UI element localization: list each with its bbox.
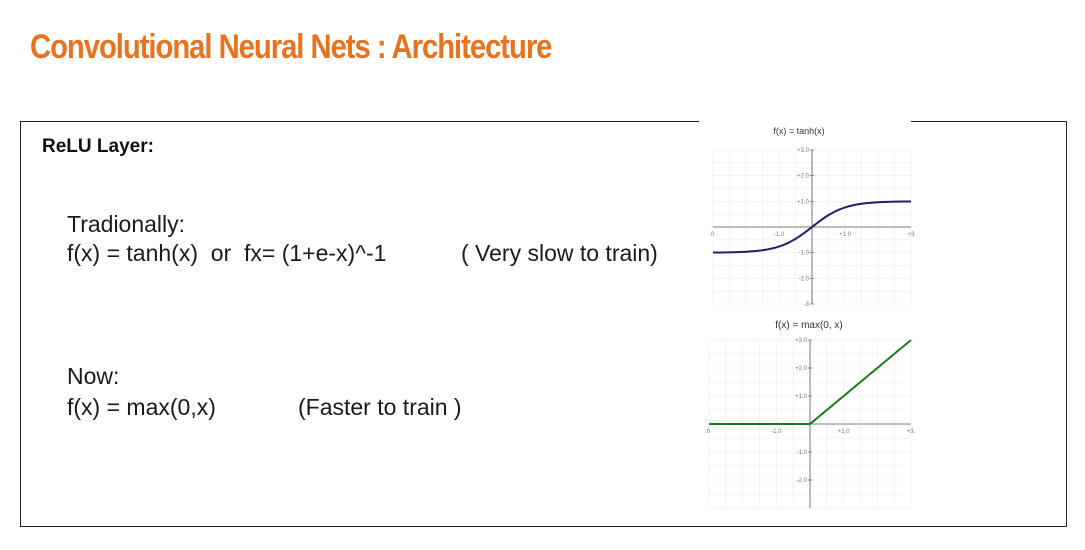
tanh-graph: f(x) = tanh(x) -1.0 +1.0 +3.0 +3.0 +2.0 +1.0 -1… [699,116,915,308]
traditional-label: Tradionally: [67,211,186,237]
y-tick-label: -3 [804,302,810,308]
x-tick-label: -1.0 [771,429,782,435]
chart-title: f(x) = max(0, x) [775,320,843,331]
y-tick-label: +1.0 [797,199,810,205]
now-label: Now: [67,363,120,389]
x-tick-label-edge: .0 [709,232,715,238]
x-tick-label: +1.0 [839,232,852,238]
traditional-formula: f(x) = tanh(x) or fx= (1+e-x)^-1 [67,240,387,266]
x-tick-label: +3 [908,232,916,238]
x-tick-label-edge: .0 [705,429,711,435]
y-tick-label: +2.0 [795,366,808,372]
x-tick-label: +3. [907,429,916,435]
y-tick-label: +3.0 [797,148,810,154]
series-line [709,339,912,425]
traditional-note: ( Very slow to train) [461,240,658,266]
series-line [712,200,912,254]
y-tick-label: -1.0 [799,251,810,257]
x-tick-label: -1.0 [774,232,785,238]
section-heading: ReLU Layer: [42,136,154,157]
chart-title: f(x) = tanh(x) [773,126,824,136]
now-note: (Faster to train ) [298,394,462,420]
y-tick-label: -2.0 [797,478,808,484]
tanh-graph-svg: f(x) = tanh(x)-1.0 +1.0 +3.0+3.0+2.0+1.0-1… [709,126,915,308]
y-tick-label: +2.0 [797,174,810,180]
y-tick-label: -1.0 [797,450,808,456]
now-formula: f(x) = max(0,x) [67,394,216,420]
slide-title: Convolutional Neural Nets : Architecture [30,28,552,66]
x-tick-label: +1.0 [838,429,851,435]
y-tick-label: -2.0 [799,276,810,282]
y-tick-label: +3.0 [795,338,808,344]
relu-graph: f(x) = max(0, x) -1.0 +1.0 +3. .0 +3.0 +2.0 +1.… [699,312,916,512]
y-tick-label: +1.0 [795,394,808,400]
relu-graph-svg: f(x) = max(0, x) -1.0 +1.0 +3. .0 +3.0 +2.0 +1.… [705,320,916,509]
